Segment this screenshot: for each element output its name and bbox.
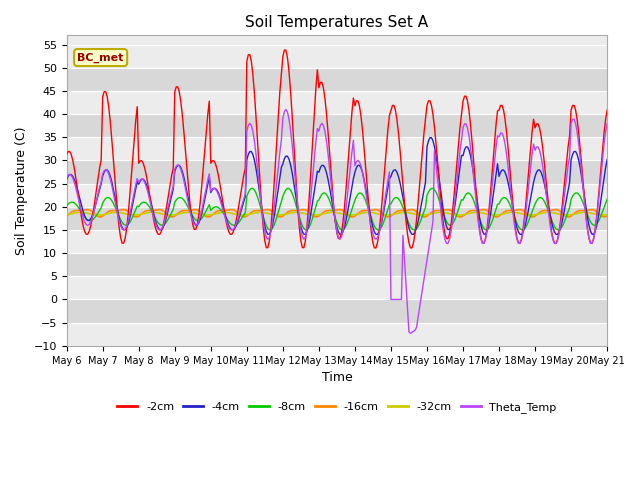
Legend: -2cm, -4cm, -8cm, -16cm, -32cm, Theta_Temp: -2cm, -4cm, -8cm, -16cm, -32cm, Theta_Te… xyxy=(113,398,561,418)
Bar xyxy=(67,68,607,91)
Bar xyxy=(67,137,607,160)
X-axis label: Time: Time xyxy=(321,371,352,384)
Title: Soil Temperatures Set A: Soil Temperatures Set A xyxy=(245,15,428,30)
Bar xyxy=(67,230,607,253)
Bar xyxy=(67,160,607,184)
Bar xyxy=(67,45,607,68)
Y-axis label: Soil Temperature (C): Soil Temperature (C) xyxy=(15,126,28,255)
Bar xyxy=(67,91,607,114)
Bar xyxy=(67,323,607,346)
Bar xyxy=(67,276,607,300)
Bar xyxy=(67,300,607,323)
Bar xyxy=(67,114,607,137)
Bar xyxy=(67,184,607,207)
Text: BC_met: BC_met xyxy=(77,52,124,63)
Bar xyxy=(67,253,607,276)
Bar xyxy=(67,207,607,230)
